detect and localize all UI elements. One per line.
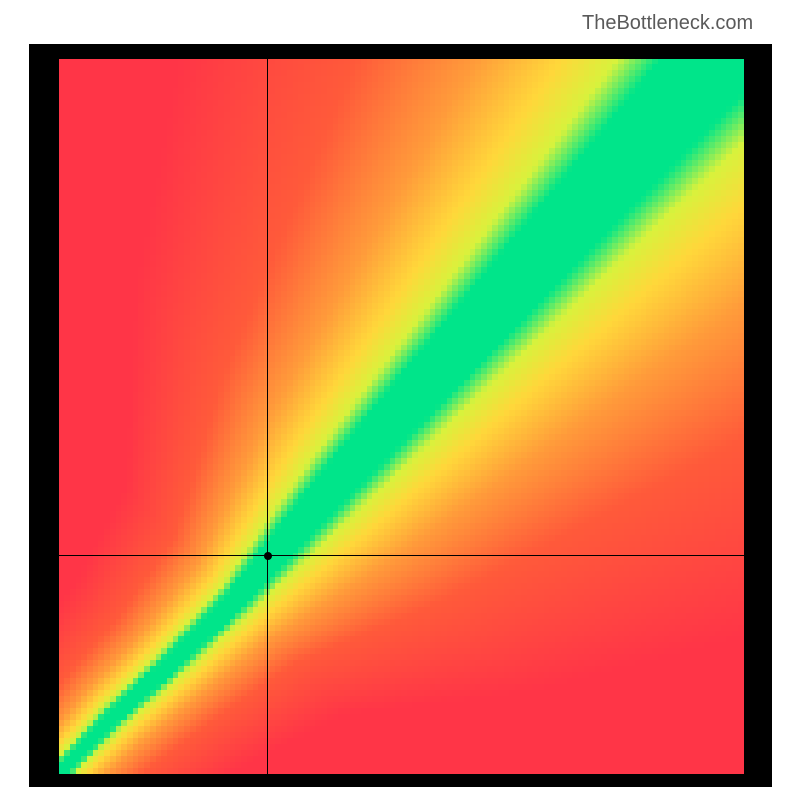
- frame-right: [744, 44, 772, 787]
- frame-left: [29, 44, 59, 787]
- frame-top: [29, 44, 772, 59]
- crosshair-horizontal: [59, 555, 744, 556]
- site-watermark: TheBottleneck.com: [582, 12, 753, 35]
- bottleneck-heatmap: [59, 59, 744, 774]
- frame-bottom: [29, 774, 772, 787]
- crosshair-marker: [264, 552, 272, 560]
- crosshair-vertical: [267, 59, 268, 774]
